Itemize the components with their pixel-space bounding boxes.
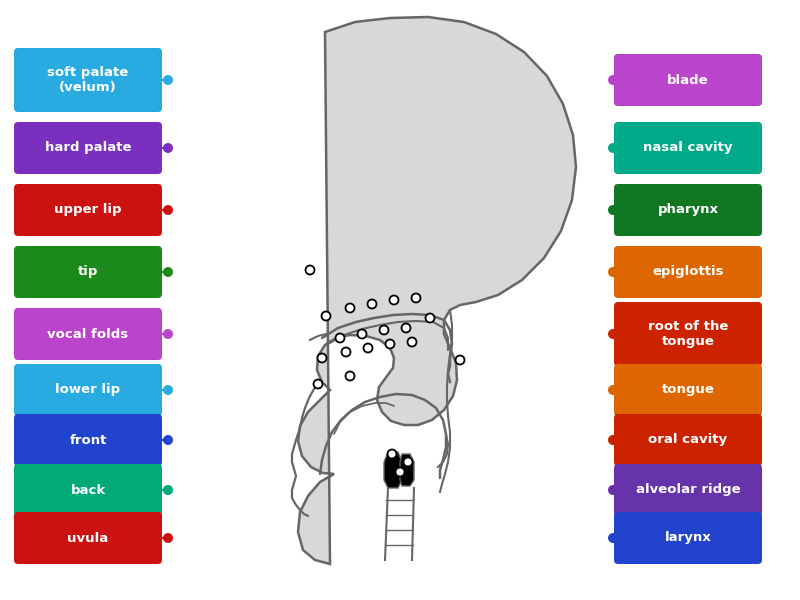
- Circle shape: [395, 467, 405, 476]
- Text: lower lip: lower lip: [55, 383, 121, 397]
- FancyBboxPatch shape: [614, 414, 762, 466]
- FancyBboxPatch shape: [14, 48, 162, 112]
- Text: oral cavity: oral cavity: [649, 433, 727, 446]
- Text: soft palate
(velum): soft palate (velum): [47, 66, 129, 94]
- FancyBboxPatch shape: [14, 308, 162, 360]
- Circle shape: [318, 353, 326, 362]
- Text: tongue: tongue: [662, 383, 714, 397]
- Circle shape: [608, 385, 618, 395]
- Text: uvula: uvula: [67, 532, 109, 545]
- Circle shape: [342, 347, 350, 356]
- Circle shape: [402, 323, 410, 332]
- Circle shape: [608, 329, 618, 339]
- Circle shape: [346, 371, 354, 380]
- Circle shape: [322, 311, 330, 320]
- Circle shape: [163, 205, 173, 215]
- FancyBboxPatch shape: [614, 246, 762, 298]
- FancyBboxPatch shape: [14, 512, 162, 564]
- Circle shape: [306, 265, 314, 275]
- FancyBboxPatch shape: [14, 364, 162, 416]
- Circle shape: [411, 293, 421, 302]
- Circle shape: [608, 75, 618, 85]
- Circle shape: [455, 355, 465, 364]
- Circle shape: [608, 435, 618, 445]
- Circle shape: [379, 325, 389, 335]
- Text: larynx: larynx: [665, 532, 711, 545]
- Circle shape: [163, 329, 173, 339]
- FancyBboxPatch shape: [614, 364, 762, 416]
- Text: front: front: [70, 433, 106, 446]
- FancyBboxPatch shape: [614, 184, 762, 236]
- Text: epiglottis: epiglottis: [652, 265, 724, 278]
- FancyBboxPatch shape: [614, 54, 762, 106]
- Circle shape: [608, 143, 618, 153]
- Circle shape: [335, 334, 345, 343]
- Text: blade: blade: [667, 73, 709, 86]
- Circle shape: [163, 267, 173, 277]
- Polygon shape: [298, 17, 576, 564]
- Circle shape: [346, 304, 354, 313]
- Circle shape: [407, 337, 417, 346]
- Polygon shape: [400, 454, 414, 486]
- Text: alveolar ridge: alveolar ridge: [636, 484, 740, 497]
- Text: tip: tip: [78, 265, 98, 278]
- Text: root of the
tongue: root of the tongue: [648, 320, 728, 348]
- Circle shape: [363, 343, 373, 352]
- Circle shape: [163, 435, 173, 445]
- Text: back: back: [70, 484, 106, 497]
- Circle shape: [608, 485, 618, 495]
- FancyBboxPatch shape: [14, 122, 162, 174]
- FancyBboxPatch shape: [14, 246, 162, 298]
- FancyBboxPatch shape: [14, 184, 162, 236]
- Circle shape: [163, 485, 173, 495]
- Circle shape: [608, 267, 618, 277]
- FancyBboxPatch shape: [14, 414, 162, 466]
- Circle shape: [163, 533, 173, 543]
- FancyBboxPatch shape: [614, 302, 762, 366]
- Circle shape: [387, 449, 397, 458]
- Circle shape: [163, 75, 173, 85]
- Text: nasal cavity: nasal cavity: [643, 142, 733, 154]
- Polygon shape: [384, 452, 402, 488]
- FancyBboxPatch shape: [614, 122, 762, 174]
- Circle shape: [163, 385, 173, 395]
- Circle shape: [608, 533, 618, 543]
- FancyBboxPatch shape: [614, 464, 762, 516]
- Circle shape: [390, 295, 398, 304]
- Circle shape: [386, 340, 394, 349]
- FancyBboxPatch shape: [14, 464, 162, 516]
- Circle shape: [403, 457, 413, 467]
- Circle shape: [367, 299, 377, 308]
- Text: hard palate: hard palate: [45, 142, 131, 154]
- Circle shape: [314, 379, 322, 389]
- Circle shape: [608, 205, 618, 215]
- FancyBboxPatch shape: [614, 512, 762, 564]
- Circle shape: [163, 143, 173, 153]
- Text: pharynx: pharynx: [658, 203, 718, 217]
- Circle shape: [358, 329, 366, 338]
- Circle shape: [426, 313, 434, 323]
- Text: upper lip: upper lip: [54, 203, 122, 217]
- Text: vocal folds: vocal folds: [47, 328, 129, 340]
